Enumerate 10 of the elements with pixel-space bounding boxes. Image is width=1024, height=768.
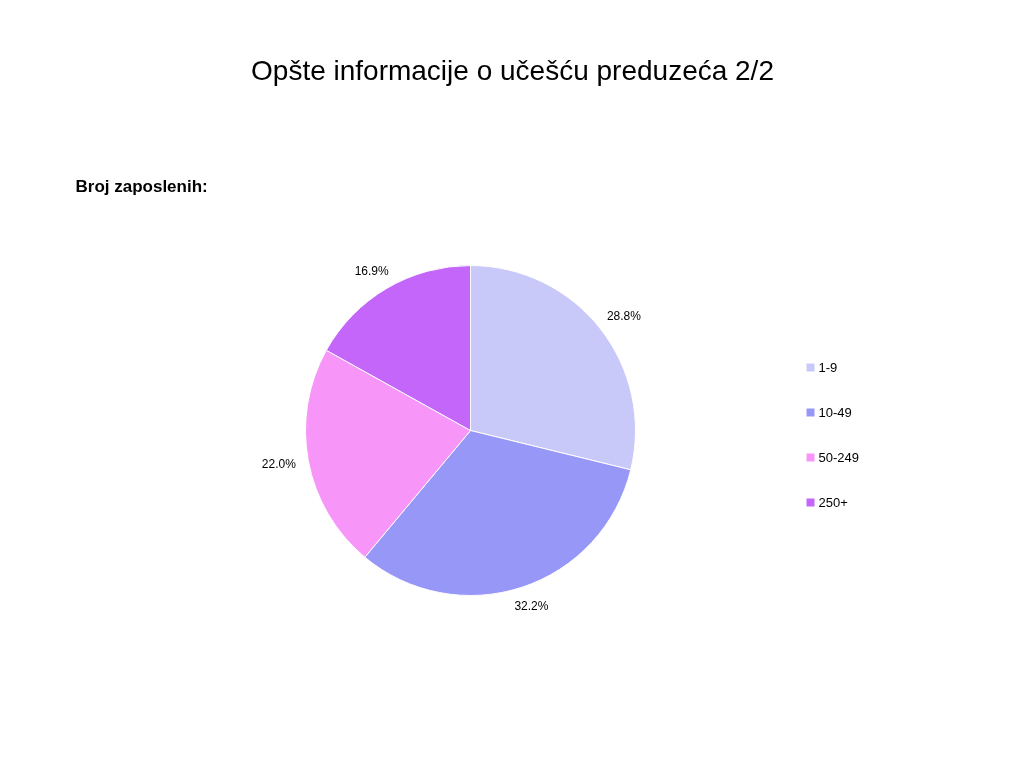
data-label: 16.9%: [354, 264, 390, 279]
chart-subtitle: Broj zaposlenih:: [75, 177, 208, 196]
legend-label: 10-49: [818, 405, 852, 420]
data-label: 32.2%: [514, 599, 549, 614]
legend-label: 1-9: [818, 360, 838, 375]
chart-title: Opšte informacije o učešću preduzeća 2/2: [251, 55, 774, 86]
legend-label: 50-249: [818, 450, 859, 465]
data-label: 28.8%: [606, 309, 642, 324]
data-label: 22.0%: [261, 457, 297, 472]
legend-label: 250+: [818, 495, 848, 510]
